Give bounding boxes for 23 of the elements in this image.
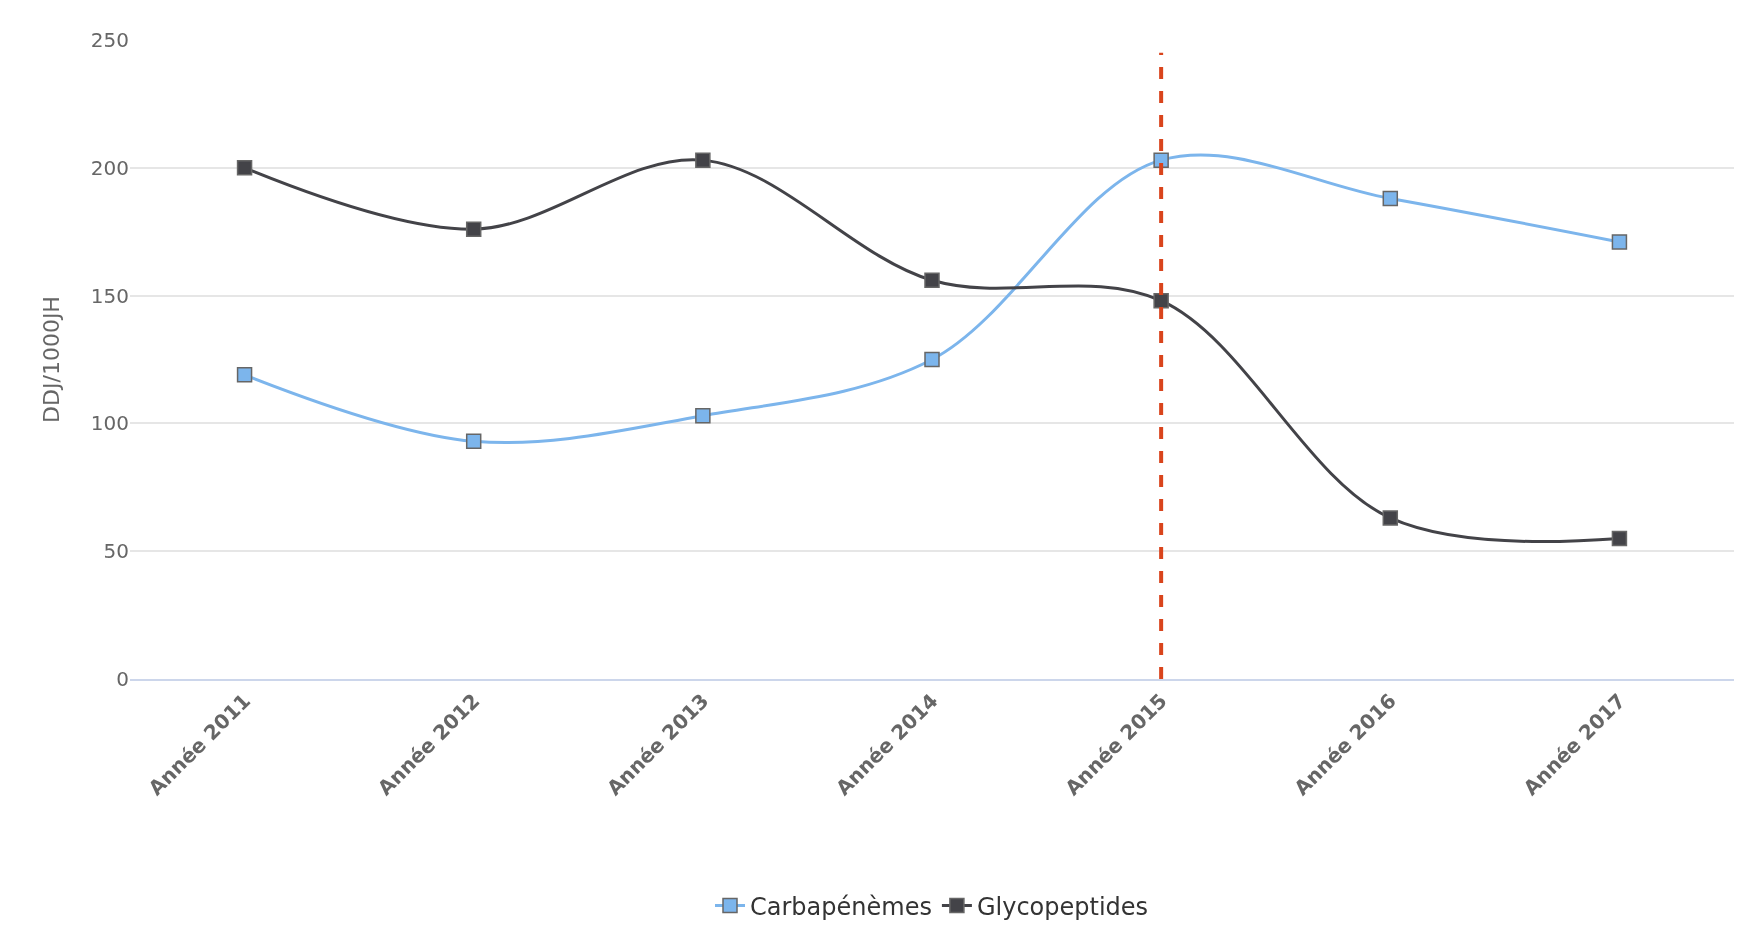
point (1611, 234, 1628, 250)
point (1153, 152, 1169, 168)
point (1611, 530, 1628, 547)
y-tick-label: 50 (103, 539, 129, 564)
point (1382, 190, 1399, 207)
y-tick-label: 0 (116, 667, 129, 691)
point (236, 160, 253, 176)
point (236, 367, 253, 383)
legend-label: Carbapénèmes (750, 892, 932, 921)
point (1382, 510, 1399, 526)
legend-label: Glycopeptides (976, 892, 1149, 921)
y-tick-label: 100 (90, 411, 129, 436)
point (924, 351, 940, 368)
point (1153, 292, 1169, 309)
point (924, 272, 940, 289)
y-tick-label: 150 (90, 283, 129, 308)
y-axis-title: DDJ/1000JH (38, 296, 64, 423)
point (465, 433, 482, 450)
point (465, 221, 482, 237)
y-tick-label: 250 (90, 28, 129, 52)
y-tick-label: 200 (90, 155, 129, 180)
point (695, 407, 711, 424)
point (695, 152, 711, 168)
